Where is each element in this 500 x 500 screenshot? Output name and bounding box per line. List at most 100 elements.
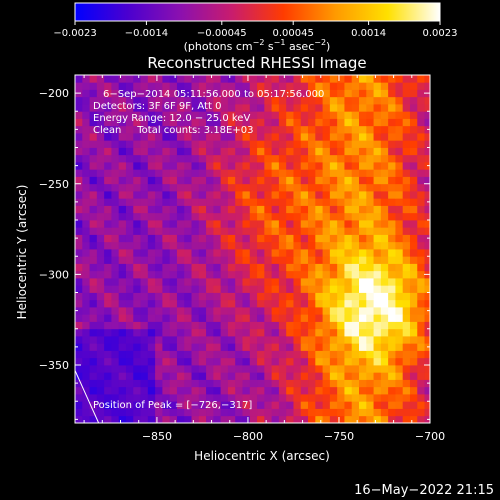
heatmap-cell xyxy=(366,386,374,395)
heatmap-cell xyxy=(278,205,287,214)
heatmap-cell xyxy=(388,408,396,417)
heatmap-cell xyxy=(242,307,251,315)
heatmap-cell xyxy=(169,321,178,330)
heatmap-cell xyxy=(308,234,316,243)
heatmap-cell xyxy=(308,379,316,388)
heatmap-cell xyxy=(344,328,353,337)
heatmap-cell xyxy=(235,162,243,170)
heatmap-cell xyxy=(417,386,425,395)
heatmap-cell xyxy=(140,104,149,112)
heatmap-cell xyxy=(322,183,331,192)
heatmap-cell xyxy=(242,125,251,134)
heatmap-cell xyxy=(125,249,134,257)
heatmap-cell xyxy=(191,386,200,395)
heatmap-cell xyxy=(133,205,141,214)
heatmap-cell xyxy=(388,336,396,344)
heatmap-cell xyxy=(359,154,367,163)
heatmap-cell xyxy=(82,183,90,192)
heatmap-cell xyxy=(133,321,141,330)
heatmap-cell xyxy=(417,82,425,90)
heatmap-cell xyxy=(366,299,374,308)
heatmap-cell xyxy=(220,176,229,185)
heatmap-cell xyxy=(293,401,302,409)
heatmap-cell xyxy=(424,408,430,417)
heatmap-cell xyxy=(271,415,280,423)
heatmap-cell xyxy=(315,415,323,423)
heatmap-cell xyxy=(366,176,374,185)
heatmap-cell xyxy=(242,183,251,192)
heatmap-cell xyxy=(206,234,214,243)
heatmap-cell xyxy=(89,343,98,351)
heatmap-cell xyxy=(140,249,149,257)
heatmap-cell xyxy=(409,111,418,119)
heatmap-cell xyxy=(417,278,425,286)
heatmap-cell xyxy=(278,89,287,98)
heatmap-cell xyxy=(169,104,178,112)
heatmap-cell xyxy=(424,336,430,344)
heatmap-cell xyxy=(351,249,360,257)
heatmap-cell xyxy=(125,394,134,402)
heatmap-cell xyxy=(184,350,192,359)
heatmap-cell xyxy=(315,343,323,351)
heatmap-cell xyxy=(184,321,192,330)
heatmap-cell xyxy=(417,234,425,243)
heatmap-cell xyxy=(147,104,156,112)
heatmap-cell xyxy=(169,285,178,293)
heatmap-cell xyxy=(111,270,120,279)
heatmap-cell xyxy=(213,140,222,148)
heatmap-cell xyxy=(344,299,353,308)
heatmap-cell xyxy=(162,408,171,417)
heatmap-cell xyxy=(351,75,360,83)
heatmap-cell xyxy=(351,408,360,417)
heatmap-cell xyxy=(249,270,258,279)
heatmap-cell xyxy=(271,328,280,337)
heatmap-cell xyxy=(286,82,294,90)
heatmap-cell xyxy=(111,220,120,228)
heatmap-cell xyxy=(366,343,374,351)
heatmap-cell xyxy=(359,125,367,134)
heatmap-cell xyxy=(147,176,156,185)
heatmap-cell xyxy=(140,270,149,279)
heatmap-cell xyxy=(257,328,265,337)
heatmap-cell xyxy=(395,227,404,235)
heatmap-cell xyxy=(227,162,236,170)
heatmap-cell xyxy=(373,133,382,141)
heatmap-cell xyxy=(140,169,149,177)
heatmap-cell xyxy=(191,82,200,90)
heatmap-cell xyxy=(140,408,149,417)
heatmap-cell xyxy=(409,96,418,105)
heatmap-cell xyxy=(322,154,331,163)
heatmap-cell xyxy=(300,191,309,199)
heatmap-cell xyxy=(140,183,149,192)
heatmap-cell xyxy=(82,307,90,315)
heatmap-cell xyxy=(184,140,192,148)
heatmap-cell xyxy=(96,357,105,366)
heatmap-cell xyxy=(424,82,430,90)
heatmap-cell xyxy=(242,249,251,257)
heatmap-cell xyxy=(213,415,222,423)
heatmap-cell xyxy=(351,118,360,127)
heatmap-cell xyxy=(366,104,374,112)
heatmap-cell xyxy=(176,140,185,148)
heatmap-cell xyxy=(169,357,178,366)
heatmap-cell xyxy=(344,307,353,315)
heatmap-cell xyxy=(249,386,258,395)
heatmap-cell xyxy=(315,104,323,112)
heatmap-cell xyxy=(380,270,389,279)
heatmap-cell xyxy=(322,343,331,351)
heatmap-cell xyxy=(96,205,105,214)
heatmap-cell xyxy=(249,111,258,119)
heatmap-cell xyxy=(133,111,141,119)
heatmap-cell xyxy=(191,133,200,141)
heatmap-cell xyxy=(227,89,236,98)
heatmap-cell xyxy=(308,227,316,235)
heatmap-cell xyxy=(140,394,149,402)
heatmap-cell xyxy=(82,82,90,90)
heatmap-cell xyxy=(417,176,425,185)
heatmap-cell xyxy=(176,328,185,337)
heatmap-cell xyxy=(140,314,149,322)
heatmap-cell xyxy=(75,220,83,228)
heatmap-cell xyxy=(206,299,214,308)
heatmap-cell xyxy=(184,162,192,170)
heatmap-cell xyxy=(155,401,163,409)
